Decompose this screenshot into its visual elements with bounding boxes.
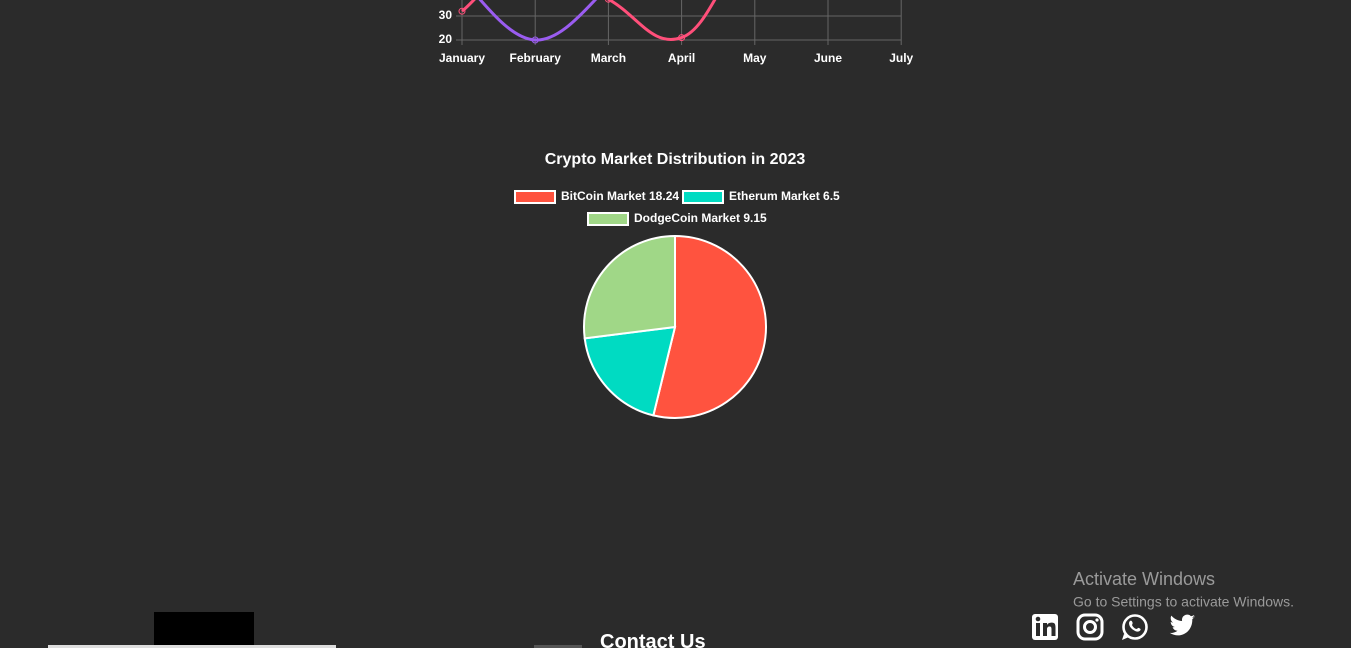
- legend-label: DodgeCoin Market 9.15: [634, 211, 767, 225]
- legend-label: BitCoin Market 18.24: [561, 189, 679, 203]
- linkedin-icon[interactable]: [1032, 614, 1058, 640]
- pie-slice: [652, 234, 767, 419]
- x-tick-label: June: [814, 51, 842, 65]
- pie-slice: [583, 325, 677, 417]
- legend-swatch: [587, 212, 629, 226]
- x-tick-label: April: [668, 51, 695, 65]
- x-tick-label: January: [439, 51, 485, 65]
- logo-box: [154, 612, 254, 648]
- point: [458, 7, 466, 15]
- footer-heading: Contact Us: [600, 631, 706, 648]
- line-series: [461, 0, 717, 41]
- point: [531, 36, 539, 44]
- pie-chart: BitCoin Market 18.24 Etherum Market 6.5 Do…: [514, 189, 840, 419]
- point: [678, 34, 686, 42]
- social-icons: [1032, 613, 1195, 641]
- legend-label: Etherum Market 6.5: [729, 189, 840, 203]
- footer-line: [48, 645, 336, 648]
- pie-slice: [583, 234, 676, 340]
- y-tick-label: 20: [439, 32, 453, 46]
- instagram-icon[interactable]: [1076, 613, 1104, 641]
- x-tick-label: July: [889, 51, 913, 65]
- twitter-icon[interactable]: [1169, 614, 1195, 636]
- legend-swatch: [682, 190, 724, 204]
- point: [604, 0, 612, 3]
- x-tick-label: March: [591, 51, 626, 65]
- watermark-subtitle: Go to Settings to activate Windows.: [1073, 594, 1294, 610]
- y-tick-label: 30: [439, 8, 453, 22]
- legend-swatch: [514, 190, 556, 204]
- line-chart: 203040506070: [439, 0, 902, 46]
- x-tick-label: May: [743, 51, 767, 65]
- whatsapp-icon[interactable]: [1122, 614, 1148, 641]
- line-series: [478, 0, 598, 42]
- watermark-title: Activate Windows: [1073, 569, 1215, 589]
- footer-bar: [534, 645, 582, 648]
- chart-title: Crypto Market Distribution in 2023: [545, 151, 806, 168]
- x-tick-label: February: [510, 51, 562, 65]
